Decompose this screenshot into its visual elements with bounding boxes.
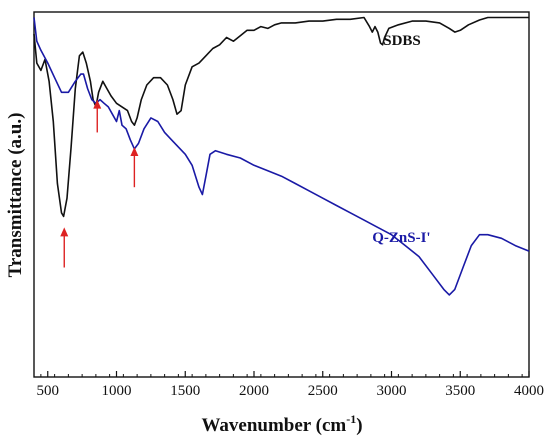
- series-label: Q-ZnS-I': [372, 230, 430, 246]
- series-line-sdbs: [33, 16, 529, 218]
- x-tick-label: 3500: [445, 383, 475, 399]
- x-tick-label: 1000: [102, 383, 132, 399]
- arrow-head: [130, 147, 139, 157]
- x-axis-ticks: 500 1000 1500 2000 2500 3000 3500 4000: [37, 371, 544, 399]
- arrow-head: [93, 99, 102, 109]
- plot-frame: [33, 11, 530, 378]
- x-axis-title-superscript: -1: [346, 412, 356, 426]
- series-layer: [33, 16, 530, 296]
- x-tick-label: 2000: [239, 383, 269, 399]
- x-tick-label: 3000: [377, 383, 407, 399]
- series-label: SDBS: [383, 33, 421, 49]
- y-axis-title: Transmittance (a.u.): [5, 113, 26, 278]
- arrow-head: [60, 227, 69, 237]
- x-tick-label: 2500: [308, 383, 338, 399]
- x-tick-label: 500: [37, 383, 60, 399]
- series-line-q-zns-i-: [33, 17, 530, 296]
- series-labels: SDBS Q-ZnS-I': [372, 33, 430, 246]
- x-axis-title: Wavenumber (cm-1): [201, 412, 362, 436]
- annotation-layer: [60, 99, 139, 268]
- x-tick-label: 1500: [170, 383, 200, 399]
- x-tick-label: 4000: [514, 383, 544, 399]
